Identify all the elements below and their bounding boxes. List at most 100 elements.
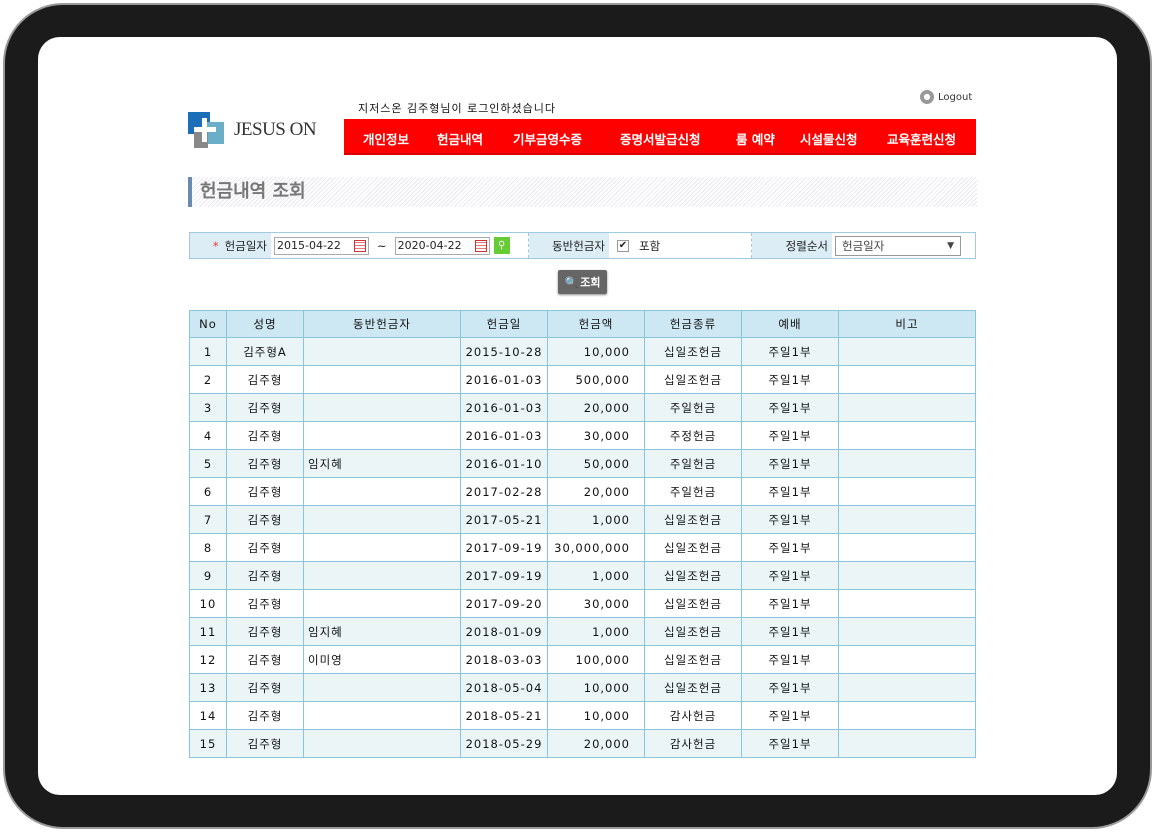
- table-row[interactable]: 12 김주형 이미영 2018-03-03 100,000 십일조헌금 주일1부: [189, 645, 976, 674]
- table-cell: 김주형: [226, 365, 304, 394]
- table-cell: 1,000: [547, 617, 645, 646]
- date-from-input[interactable]: 2015-04-22: [274, 236, 369, 255]
- table-cell: [838, 701, 976, 730]
- table-cell: [838, 365, 976, 394]
- screen: JESUS ON 지저스온 김주형님이 로그인하셨습니다 ● Logout 개인정…: [38, 37, 1117, 795]
- table-cell: [303, 477, 461, 506]
- table-cell: 2017-09-19: [460, 533, 548, 562]
- nav-item-donation-receipt[interactable]: 기부금영수증: [513, 132, 583, 147]
- table-cell: [303, 729, 461, 758]
- table-row[interactable]: 1 김주형A 2015-10-28 10,000 십일조헌금 주일1부: [189, 337, 976, 366]
- table-cell: 김주형: [226, 701, 304, 730]
- table-row[interactable]: 11 김주형 임지혜 2018-01-09 1,000 십일조헌금 주일1부: [189, 617, 976, 646]
- table-cell: 8: [189, 533, 227, 562]
- table-cell: 주일1부: [741, 701, 839, 730]
- column-header: 헌금액: [547, 310, 645, 338]
- lock-icon: ●: [920, 90, 934, 104]
- table-cell: 십일조헌금: [644, 673, 742, 702]
- table-cell: 5: [189, 449, 227, 478]
- table-cell: 김주형: [226, 617, 304, 646]
- date-to-input[interactable]: 2020-04-22: [394, 236, 490, 255]
- table-cell: 10,000: [547, 673, 645, 702]
- table-row[interactable]: 2 김주형 2016-01-03 500,000 십일조헌금 주일1부: [189, 365, 976, 394]
- table-cell: 김주형: [226, 477, 304, 506]
- table-cell: 주일1부: [741, 505, 839, 534]
- logout-button[interactable]: ● Logout: [920, 90, 972, 104]
- table-cell: 십일조헌금: [644, 365, 742, 394]
- table-row[interactable]: 9 김주형 2017-09-19 1,000 십일조헌금 주일1부: [189, 561, 976, 590]
- nav-item-certificate[interactable]: 증명서발급신청: [620, 132, 701, 147]
- table-cell: 김주형: [226, 393, 304, 422]
- page-title: 헌금내역 조회: [188, 177, 977, 207]
- table-row[interactable]: 8 김주형 2017-09-19 30,000,000 십일조헌금 주일1부: [189, 533, 976, 562]
- table-cell: [838, 617, 976, 646]
- table-cell: [303, 533, 461, 562]
- table-cell: [838, 393, 976, 422]
- logo[interactable]: JESUS ON: [188, 112, 317, 148]
- column-header: 헌금종류: [644, 310, 742, 338]
- table-cell: 감사헌금: [644, 701, 742, 730]
- table-cell: [303, 673, 461, 702]
- nav-item-offering-history[interactable]: 헌금내역: [437, 132, 484, 147]
- sort-select[interactable]: 헌금일자 ▼: [835, 235, 961, 256]
- table-cell: 2016-01-03: [460, 365, 548, 394]
- logo-cross-icon: [188, 112, 224, 148]
- include-checkbox[interactable]: ✔: [617, 239, 629, 252]
- column-header: 비고: [838, 310, 976, 338]
- search-filter: * 헌금일자 2015-04-22 ~ 2020-04-22 ⚲ 동반헌금자 ✔ …: [189, 232, 976, 259]
- table-cell: 주일1부: [741, 449, 839, 478]
- table-cell: 50,000: [547, 449, 645, 478]
- nav-item-room-reservation[interactable]: 룸 예약: [736, 132, 775, 147]
- table-cell: 2016-01-03: [460, 421, 548, 450]
- table-row[interactable]: 13 김주형 2018-05-04 10,000 십일조헌금 주일1부: [189, 673, 976, 702]
- table-cell: 감사헌금: [644, 729, 742, 758]
- column-header: 성명: [226, 310, 304, 338]
- table-row[interactable]: 5 김주형 임지혜 2016-01-10 50,000 주일헌금 주일1부: [189, 449, 976, 478]
- table-cell: 2: [189, 365, 227, 394]
- sort-label: 정렬순서: [752, 233, 832, 258]
- calendar-icon[interactable]: [354, 239, 366, 252]
- date-separator: ~: [377, 238, 387, 253]
- nav-item-personal-info[interactable]: 개인정보: [363, 132, 410, 147]
- main-nav: 개인정보 헌금내역 기부금영수증 증명서발급신청 룸 예약 시설물신청 교육훈련…: [344, 119, 976, 155]
- companion-label: 동반헌금자: [529, 233, 609, 258]
- table-row[interactable]: 4 김주형 2016-01-03 30,000 주정헌금 주일1부: [189, 421, 976, 450]
- table-cell: 김주형: [226, 505, 304, 534]
- table-row[interactable]: 6 김주형 2017-02-28 20,000 주일헌금 주일1부: [189, 477, 976, 506]
- table-row[interactable]: 15 김주형 2018-05-29 20,000 감사헌금 주일1부: [189, 729, 976, 758]
- table-cell: 십일조헌금: [644, 589, 742, 618]
- table-cell: [838, 421, 976, 450]
- nav-item-facility[interactable]: 시설물신청: [800, 132, 858, 147]
- table-cell: 임지혜: [303, 617, 461, 646]
- required-icon: *: [212, 238, 219, 253]
- table-cell: 2017-05-21: [460, 505, 548, 534]
- table-cell: 20,000: [547, 477, 645, 506]
- table-cell: 15: [189, 729, 227, 758]
- table-cell: 주일1부: [741, 645, 839, 674]
- table-cell: 주일1부: [741, 729, 839, 758]
- search-button[interactable]: 🔍 조회: [558, 270, 607, 294]
- table-row[interactable]: 3 김주형 2016-01-03 20,000 주일헌금 주일1부: [189, 393, 976, 422]
- search-icon[interactable]: ⚲: [493, 237, 510, 254]
- dropdown-arrow-icon: ▼: [947, 240, 954, 251]
- table-cell: [838, 589, 976, 618]
- table-cell: 1,000: [547, 505, 645, 534]
- table-cell: 주일1부: [741, 589, 839, 618]
- table-cell: 6: [189, 477, 227, 506]
- calendar-icon[interactable]: [474, 239, 487, 252]
- table-cell: 2018-01-09: [460, 617, 548, 646]
- table-cell: [303, 589, 461, 618]
- table-cell: 주일1부: [741, 477, 839, 506]
- include-label: 포함: [639, 238, 661, 253]
- nav-item-education[interactable]: 교육훈련신청: [887, 132, 957, 147]
- table-cell: 30,000: [547, 589, 645, 618]
- table-cell: [303, 701, 461, 730]
- table-row[interactable]: 14 김주형 2018-05-21 10,000 감사헌금 주일1부: [189, 701, 976, 730]
- table-row[interactable]: 10 김주형 2017-09-20 30,000 십일조헌금 주일1부: [189, 589, 976, 618]
- table-cell: [838, 449, 976, 478]
- table-cell: 3: [189, 393, 227, 422]
- table-cell: 7: [189, 505, 227, 534]
- table-cell: 30,000,000: [547, 533, 645, 562]
- table-cell: 20,000: [547, 729, 645, 758]
- table-row[interactable]: 7 김주형 2017-05-21 1,000 십일조헌금 주일1부: [189, 505, 976, 534]
